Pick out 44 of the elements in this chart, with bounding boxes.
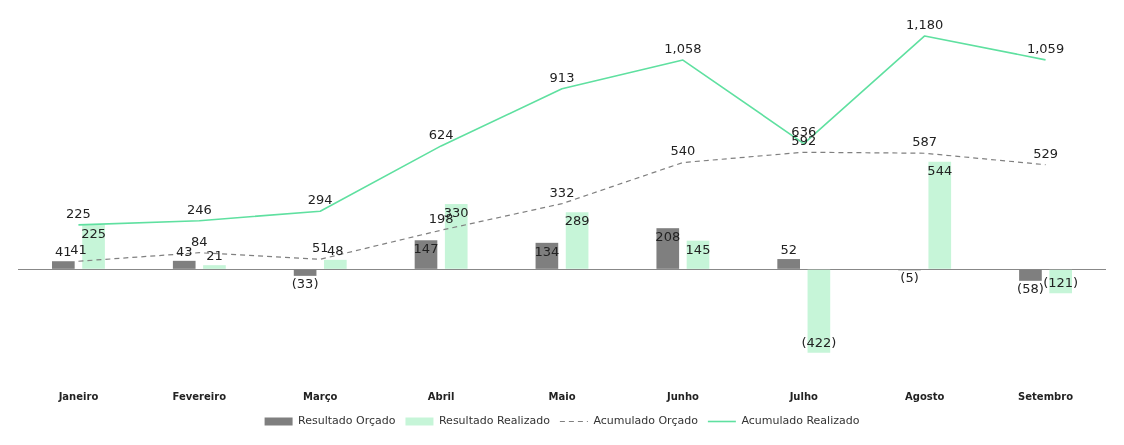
bar bbox=[324, 259, 347, 269]
x-tick-label: Fevereiro bbox=[172, 390, 227, 402]
x-tick-label: Agosto bbox=[904, 390, 945, 402]
data-label: 587 bbox=[912, 134, 938, 150]
x-tick-label: Maio bbox=[548, 390, 576, 402]
data-label: (58) bbox=[1017, 280, 1044, 296]
data-label: 145 bbox=[685, 241, 711, 257]
data-label: 43 bbox=[175, 243, 193, 259]
x-tick-label: Março bbox=[303, 390, 338, 402]
legend-label: Resultado Orçado bbox=[298, 414, 396, 428]
data-label: 41 bbox=[55, 244, 72, 260]
data-label: (5) bbox=[900, 270, 919, 286]
data-label: 1,058 bbox=[664, 40, 702, 56]
legend-label: Acumulado Orçado bbox=[593, 414, 699, 428]
data-label: (121) bbox=[1043, 275, 1079, 291]
data-label: (422) bbox=[801, 334, 837, 350]
x-tick-label: Junho bbox=[665, 390, 699, 402]
bar bbox=[203, 265, 226, 269]
data-label: 332 bbox=[549, 184, 575, 200]
data-label: 225 bbox=[66, 205, 91, 221]
data-label: 529 bbox=[1033, 145, 1058, 161]
data-label: 84 bbox=[191, 233, 208, 249]
data-label: 1,059 bbox=[1026, 40, 1065, 56]
x-tick-label: Julho bbox=[788, 390, 819, 402]
data-label: 289 bbox=[564, 213, 590, 229]
data-label: 48 bbox=[327, 242, 344, 258]
data-label: 41 bbox=[70, 242, 87, 258]
x-tick-label: Abril bbox=[427, 390, 455, 402]
legend-label: Resultado Realizado bbox=[438, 414, 551, 428]
data-label: 246 bbox=[186, 201, 212, 217]
data-label: 913 bbox=[549, 69, 575, 85]
data-label: 294 bbox=[307, 192, 333, 208]
data-label: (33) bbox=[291, 275, 319, 291]
x-tick-label: Janeiro bbox=[57, 390, 99, 402]
data-label: 624 bbox=[428, 126, 454, 142]
legend-label: Acumulado Realizado bbox=[741, 414, 860, 428]
data-label: 544 bbox=[927, 162, 953, 178]
data-label: 1,180 bbox=[906, 16, 944, 32]
x-tick-label: Setembro bbox=[1018, 390, 1074, 402]
data-label: 225 bbox=[81, 225, 106, 241]
data-label: 21 bbox=[206, 248, 223, 264]
data-label: 52 bbox=[780, 241, 797, 257]
bar bbox=[928, 161, 952, 269]
data-label: 540 bbox=[670, 143, 696, 159]
